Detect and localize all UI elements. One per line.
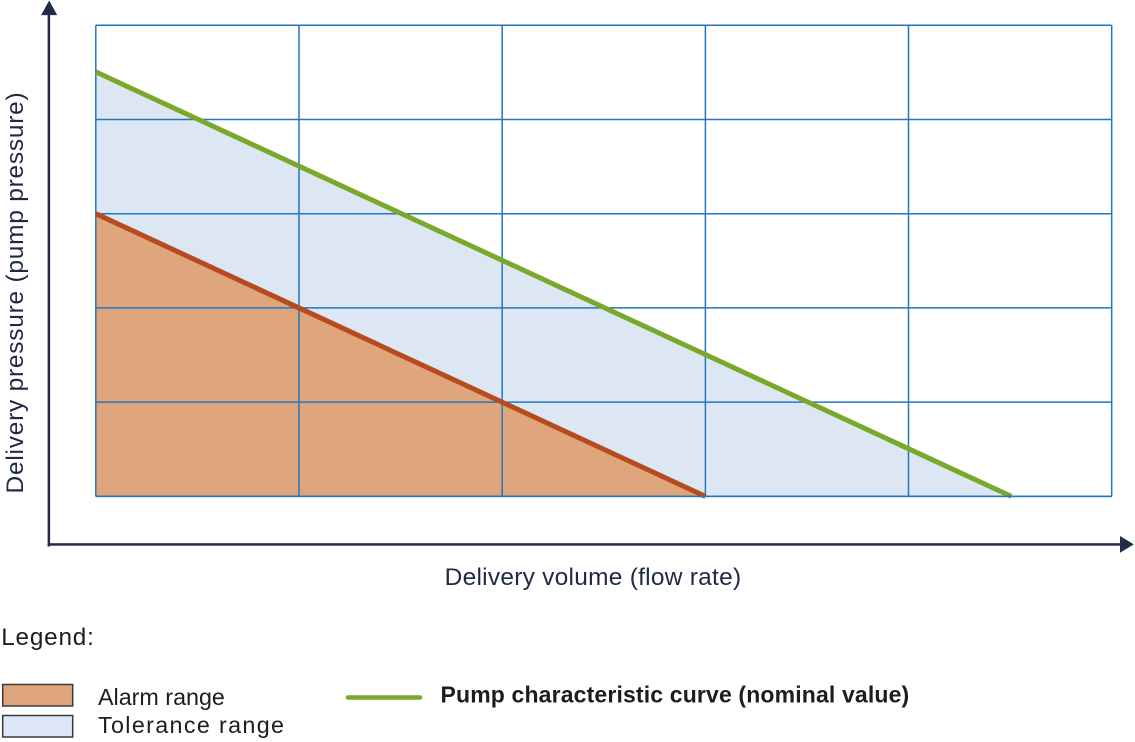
svg-text:Legend:: Legend: bbox=[1, 624, 94, 651]
svg-text:Tolerance range: Tolerance range bbox=[98, 712, 285, 738]
svg-text:Pump characteristic curve (nom: Pump characteristic curve (nominal value… bbox=[441, 682, 910, 708]
svg-text:Delivery pressure (pump pressu: Delivery pressure (pump pressure) bbox=[2, 92, 29, 494]
svg-text:Alarm range: Alarm range bbox=[98, 684, 225, 710]
svg-text:Delivery volume (flow rate): Delivery volume (flow rate) bbox=[445, 564, 742, 591]
